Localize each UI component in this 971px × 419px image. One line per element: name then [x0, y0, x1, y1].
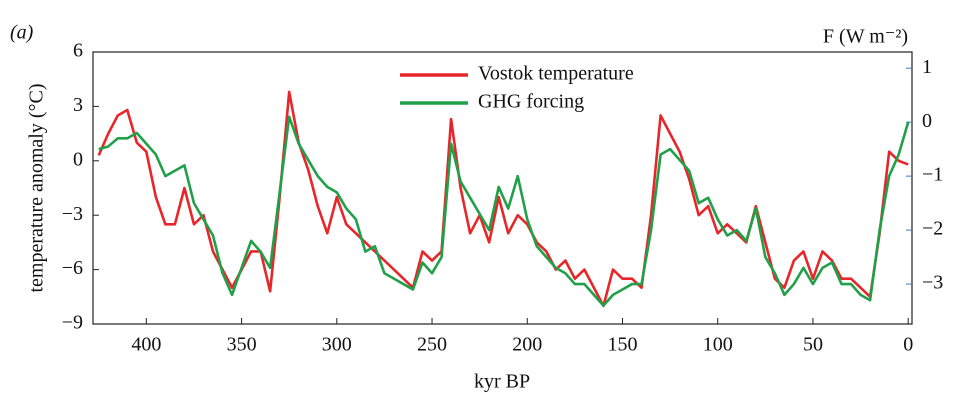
legend-label: Vostok temperature [478, 63, 634, 85]
y-tick-label: −6 [62, 257, 83, 279]
data-line [98, 115, 910, 307]
y-axis-title: temperature anomaly (°C) [26, 83, 48, 292]
y-tick-label: 6 [73, 40, 83, 62]
x-axis-title: kyr BP [474, 371, 530, 393]
x-tick-label: 350 [227, 334, 257, 356]
x-tick-label: 50 [803, 334, 823, 356]
x-tick-label: 200 [512, 334, 542, 356]
x-tick-label: 400 [131, 334, 161, 356]
x-tick-label: 0 [903, 334, 913, 356]
x-tick-label: 250 [417, 334, 447, 356]
y2-tick-label: 0 [922, 110, 932, 132]
y2-axis-title: F (W m⁻²) [823, 26, 908, 48]
x-tick-label: 300 [322, 334, 352, 356]
panel-label: (a) [10, 22, 34, 44]
y2-tick-label: 1 [922, 56, 932, 78]
y-tick-label: −9 [62, 312, 83, 334]
plot-frame [92, 51, 913, 325]
x-tick-label: 100 [703, 334, 733, 356]
x-tick-label: 150 [607, 334, 637, 356]
y-tick-label: 3 [73, 94, 83, 116]
y2-tick-label: −2 [922, 218, 943, 240]
y-tick-label: 0 [73, 148, 83, 170]
y-tick-label: −3 [62, 203, 83, 225]
y2-tick-label: −1 [922, 164, 943, 186]
y2-tick-label: −3 [922, 272, 943, 294]
legend-label: GHG forcing [478, 91, 584, 113]
